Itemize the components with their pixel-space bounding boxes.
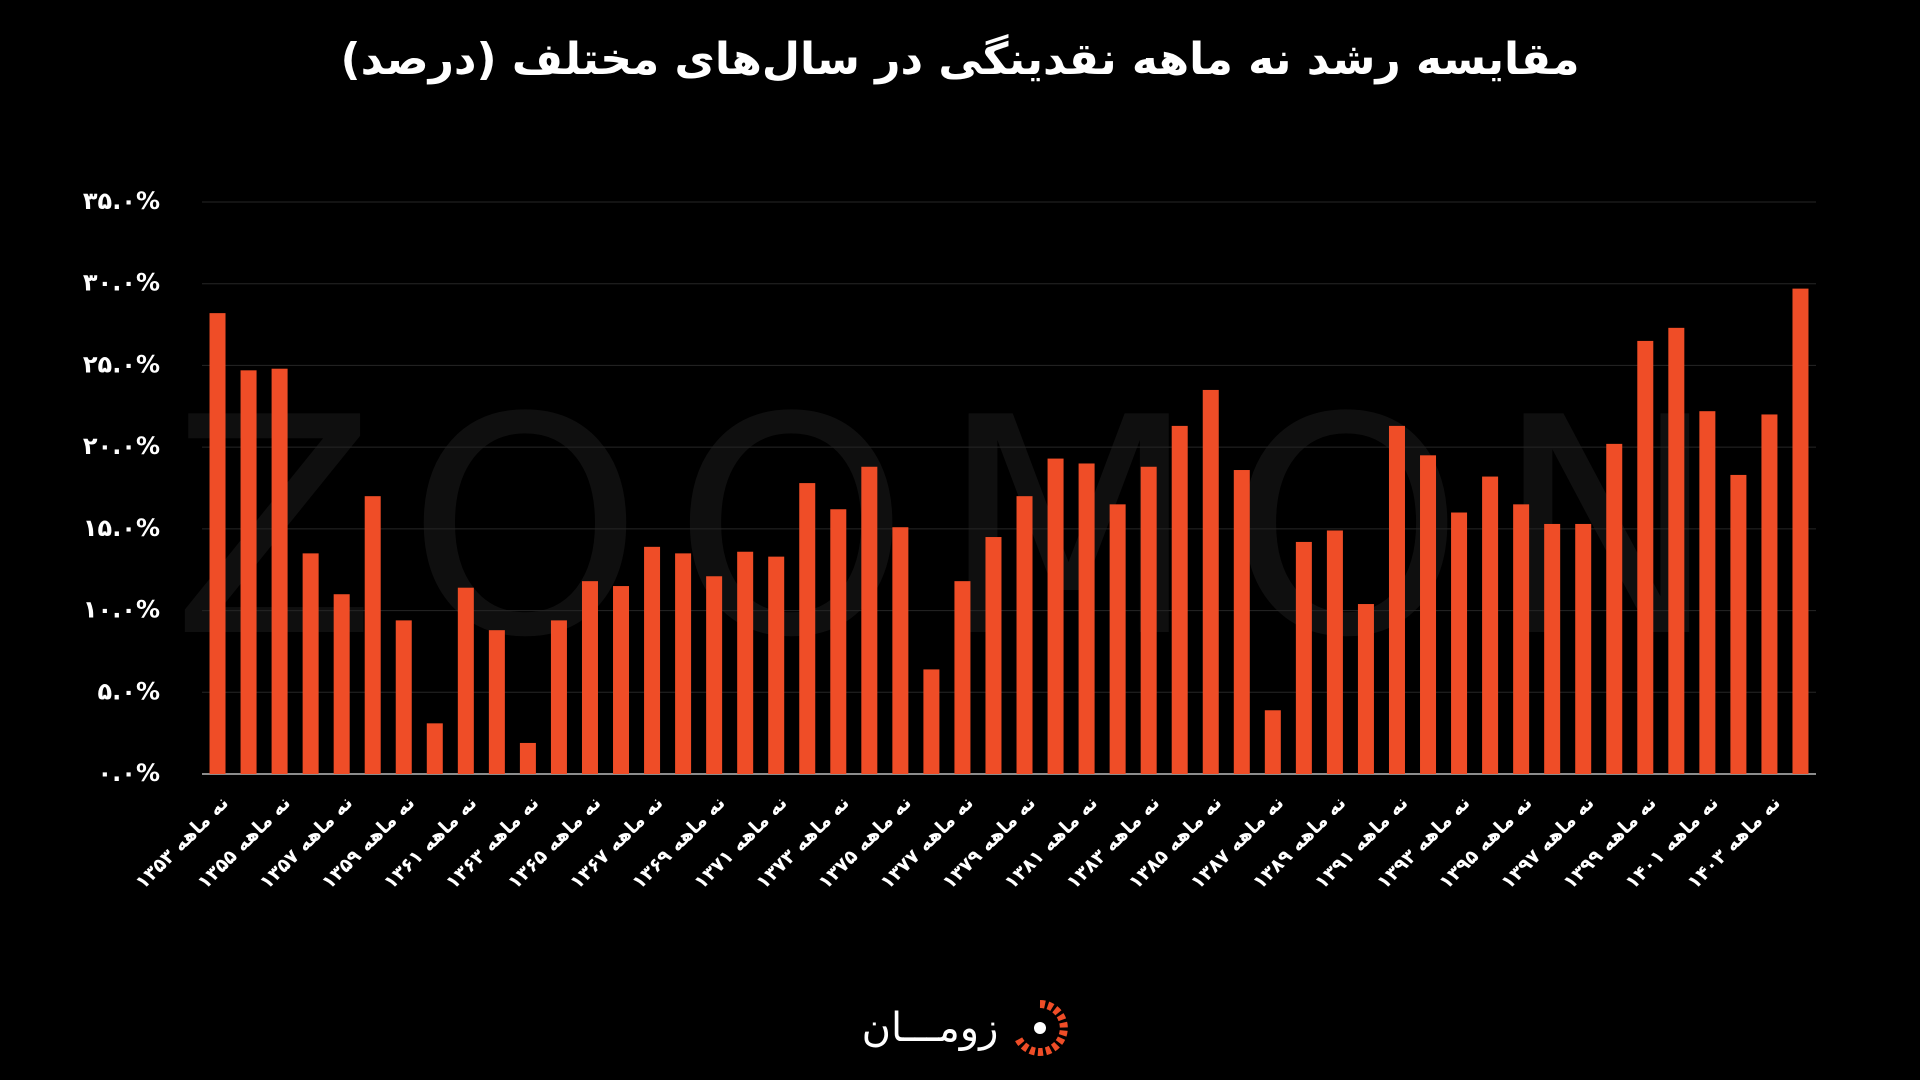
- bar: [395, 620, 412, 774]
- bar: [706, 576, 723, 774]
- bar: [1575, 523, 1592, 774]
- y-tick-label: ۱۰.۰%: [83, 596, 160, 624]
- bar: [1482, 476, 1499, 774]
- bar: [1295, 541, 1312, 774]
- bar: [613, 586, 630, 774]
- y-tick-label: ۲۰.۰%: [83, 432, 160, 460]
- y-tick-label: ۳۰.۰%: [83, 269, 160, 297]
- bar: [675, 553, 692, 774]
- bar: [1357, 604, 1374, 774]
- bar: [1792, 288, 1809, 774]
- bar: [240, 370, 257, 774]
- y-tick-label: ۰.۰%: [98, 759, 160, 787]
- bar: [333, 594, 350, 774]
- bar: [302, 553, 319, 774]
- bar: [581, 581, 598, 774]
- bar: [954, 581, 971, 774]
- bar: [1109, 504, 1126, 774]
- bar: [1171, 425, 1188, 774]
- bar: [1078, 463, 1095, 774]
- bar: [1730, 474, 1747, 774]
- bar: [519, 742, 536, 774]
- bar: [1326, 530, 1343, 774]
- bar: [1606, 443, 1623, 774]
- bar: [1264, 710, 1281, 774]
- bar: [923, 669, 940, 774]
- y-tick-label: ۵.۰%: [98, 677, 160, 705]
- bar: [1637, 340, 1654, 774]
- bar: [1388, 425, 1405, 774]
- bar: [1761, 414, 1778, 774]
- bar: [364, 496, 381, 774]
- bar: [1451, 512, 1468, 774]
- bar: [1202, 389, 1219, 774]
- bar: [1420, 455, 1437, 774]
- bar: [985, 537, 1002, 774]
- logo-icon: [1014, 1000, 1068, 1056]
- y-tick-label: ۱۵.۰%: [83, 514, 160, 542]
- bar: [861, 466, 878, 774]
- bar: [1699, 411, 1716, 774]
- bar: [768, 556, 785, 774]
- bar: [209, 313, 226, 774]
- bar: [1016, 496, 1033, 774]
- bar: [737, 551, 754, 774]
- bar: [271, 368, 288, 774]
- bar: [1544, 523, 1561, 774]
- y-tick-label: ۲۵.۰%: [83, 350, 160, 378]
- bar: [1668, 327, 1685, 774]
- chart-title: مقایسه رشد نه ماهه نقدینگی در سال‌های مخ…: [341, 33, 1580, 85]
- bar: [1140, 466, 1157, 774]
- bar: [1513, 504, 1530, 774]
- bar: [457, 587, 474, 774]
- bar: [1047, 458, 1064, 774]
- bar: [799, 483, 816, 774]
- bar: [550, 620, 567, 774]
- bar: [644, 546, 661, 774]
- bar: [426, 723, 443, 774]
- bar: [488, 630, 505, 774]
- bar: [892, 527, 909, 774]
- y-tick-label: ۳۵.۰%: [83, 187, 160, 215]
- logo-text: زومـــان: [862, 1005, 999, 1051]
- bar: [830, 509, 847, 774]
- bar: [1233, 470, 1250, 774]
